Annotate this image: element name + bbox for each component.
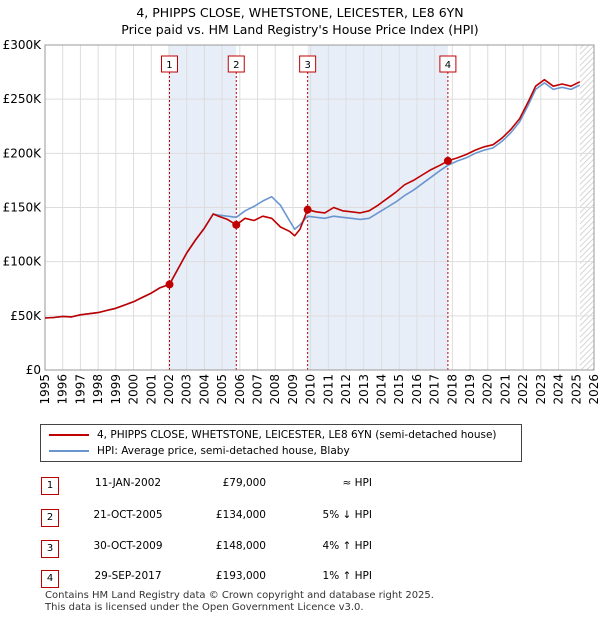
transaction-price: £193,000 [215,570,266,582]
legend-hpi-label: HPI: Average price, semi-detached house,… [97,445,350,457]
x-tick-label: 2020 [481,374,495,405]
transaction-date: 11-JAN-2002 [94,477,162,489]
chart-title: 4, PHIPPS CLOSE, WHETSTONE, LEICESTER, L… [136,5,464,20]
sale-number-box [227,55,245,73]
transaction-hpi: 5% ↓ HPI [322,509,372,521]
sale-number-box [299,55,317,73]
legend-item-hpi: HPI: Average price, semi-detached house,… [49,443,350,459]
transaction-badge: 2 [41,509,59,527]
transaction-date: 21-OCT-2005 [93,509,163,521]
sale-number-box [160,55,178,73]
x-tick-label: 1997 [73,374,87,405]
transaction-row: 3 30-OCT-2009 £148,000 4% ↑ HPI [0,537,600,558]
legend-blue-line [49,450,89,452]
x-tick-label: 1996 [56,374,70,405]
transaction-badge: 4 [41,570,59,588]
y-tick-label: £200K [3,146,43,160]
transaction-hpi: 4% ↑ HPI [322,540,372,552]
x-tick-label: 2026 [587,374,600,405]
x-tick-label: 2012 [339,374,353,405]
footer-copyright: Contains HM Land Registry data © Crown c… [45,590,434,601]
x-tick-label: 2024 [552,374,566,405]
transaction-date: 30-OCT-2009 [93,540,163,552]
x-tick-label: 2002 [162,374,176,405]
transaction-price: £79,000 [222,477,266,489]
sale-point [303,205,312,214]
y-tick-label: £100K [3,255,43,269]
x-tick-label: 2004 [197,374,211,405]
x-tick-label: 2019 [463,374,477,405]
x-tick-label: 2013 [357,374,371,405]
sale-point [443,156,452,165]
x-tick-label: 1999 [109,374,123,405]
y-tick-label: £50K [10,309,42,323]
y-tick-label: £250K [3,92,43,106]
x-tick-label: 1995 [38,374,52,405]
x-tick-label: 2022 [516,374,530,405]
x-tick-label: 2025 [569,374,583,405]
x-tick-label: 2000 [127,374,141,405]
x-tick-label: 2001 [144,374,158,405]
x-tick-label: 2023 [534,374,548,405]
x-tick-label: 2015 [392,374,406,405]
sale-number-label: 1 [166,60,172,71]
x-tick-label: 2003 [180,374,194,405]
transaction-price: £148,000 [215,540,266,552]
sale-point [232,220,241,229]
x-tick-label: 1998 [91,374,105,405]
transaction-badge: 1 [41,477,59,495]
transaction-date: 29-SEP-2017 [94,570,162,582]
y-tick-label: £150K [3,201,43,215]
y-tick-label: £0 [26,363,41,377]
transaction-hpi: 1% ↑ HPI [322,570,372,582]
transaction-price: £134,000 [215,509,266,521]
legend-property-label: 4, PHIPPS CLOSE, WHETSTONE, LEICESTER, L… [97,429,497,441]
x-tick-label: 2005 [215,374,229,405]
transaction-hpi: ≈ HPI [342,477,372,489]
x-tick-label: 2008 [268,374,282,405]
transaction-row: 4 29-SEP-2017 £193,000 1% ↑ HPI [0,567,600,588]
y-tick-label: £300K [3,38,43,52]
transaction-row: 1 11-JAN-2002 £79,000 ≈ HPI [0,474,600,495]
sale-point [165,280,174,289]
transaction-badge: 3 [41,540,59,558]
plot-frame [44,44,595,371]
x-tick-label: 2021 [498,374,512,405]
x-tick-label: 2007 [251,374,265,405]
chart-subtitle: Price paid vs. HM Land Registry's House … [121,22,479,37]
transaction-row: 2 21-OCT-2005 £134,000 5% ↓ HPI [0,506,600,527]
legend-red-line [49,434,89,436]
x-tick-label: 2006 [233,374,247,405]
x-tick-label: 2014 [374,374,388,405]
legend: 4, PHIPPS CLOSE, WHETSTONE, LEICESTER, L… [40,424,522,462]
footer: Contains HM Land Registry data © Crown c… [45,590,434,614]
x-tick-label: 2017 [428,374,442,405]
x-tick-label: 2016 [410,374,424,405]
sale-number-label: 3 [304,60,310,71]
sale-number-label: 2 [233,60,239,71]
x-tick-label: 2010 [304,374,318,405]
x-tick-label: 2011 [321,374,335,405]
sale-number-label: 4 [445,60,451,71]
footer-licence: This data is licensed under the Open Gov… [45,602,364,613]
x-tick-label: 2009 [286,374,300,405]
legend-item-property: 4, PHIPPS CLOSE, WHETSTONE, LEICESTER, L… [49,427,497,443]
sale-number-box [439,55,457,73]
x-tick-label: 2018 [445,374,459,405]
